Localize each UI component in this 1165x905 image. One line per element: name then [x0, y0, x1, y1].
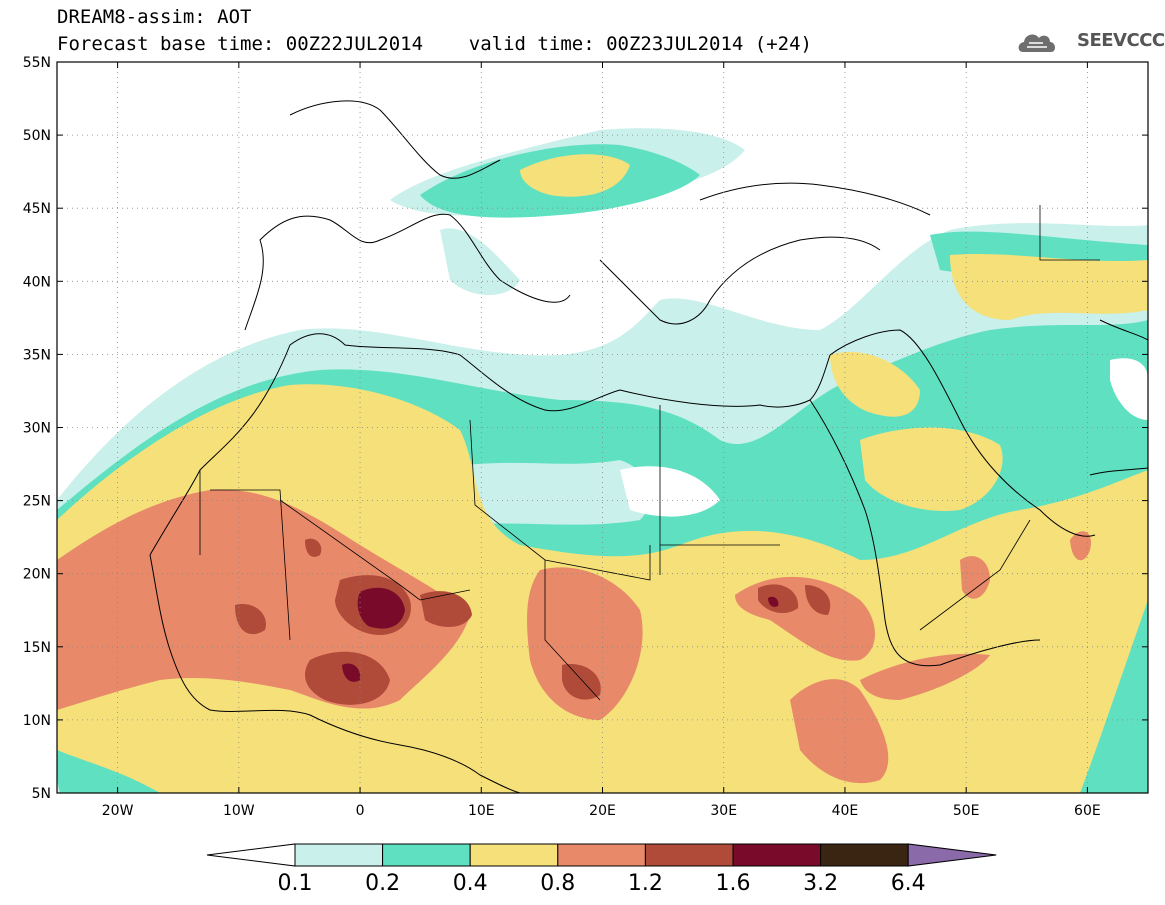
- coastline: [244, 213, 571, 331]
- longitude-tick-label: 0: [356, 803, 365, 819]
- graticule: [57, 62, 1148, 793]
- latitude-tick-label: 15N: [23, 640, 51, 656]
- latitude-tick-label: 55N: [23, 55, 51, 71]
- latitude-tick-label: 5N: [32, 786, 51, 802]
- contour-l3: [950, 253, 1148, 320]
- aot-level-1.6: [342, 587, 779, 682]
- contour-l6: [357, 587, 405, 629]
- colorbar-label: 1.6: [716, 871, 751, 896]
- colorbar-segment: [820, 843, 909, 867]
- contour-l4: [57, 489, 470, 710]
- colorbar-over-arrow: [907, 843, 997, 867]
- latitude-tick-label: 25N: [23, 494, 51, 510]
- colorbar-label: 6.4: [891, 871, 926, 896]
- colorbar-label: 1.2: [628, 871, 663, 896]
- colorbar-segment: [644, 843, 734, 867]
- contour-l4: [527, 567, 643, 720]
- longitude-tick-label: 20W: [102, 803, 134, 819]
- colorbar-segment: [557, 843, 646, 867]
- chart-title: DREAM8-assim: AOT: [57, 6, 252, 28]
- forecast-time-line: Forecast base time: 00Z22JUL2014 valid t…: [57, 33, 812, 55]
- latitude-tick-label: 10N: [23, 713, 51, 729]
- contour-l5: [758, 584, 799, 614]
- colorbar-segment: [732, 843, 822, 867]
- colorbar-label: 0.4: [453, 871, 488, 896]
- colorbar-segment: [469, 843, 559, 867]
- latitude-tick-label: 45N: [23, 201, 51, 217]
- contour-l4: [960, 556, 990, 599]
- latitude-tick-label: 40N: [23, 274, 51, 290]
- colorbar-segment: [382, 843, 471, 867]
- coastline: [1089, 467, 1148, 476]
- contour-l3: [860, 427, 1003, 511]
- coastline: [149, 333, 831, 556]
- aot-colorbar: 0.1 0.2 0.4 0.8 1.2 1.6 3.2 6.4: [206, 843, 997, 896]
- contour-l3: [830, 351, 920, 417]
- longitude-tick-label: 10W: [223, 803, 255, 819]
- latitude-axis: 55N 50N 45N 40N 35N 30N 25N 20N 15N 10N 5N: [23, 55, 1148, 802]
- colorbar-label: 0.1: [278, 871, 313, 896]
- coastline: [699, 182, 931, 216]
- border: [279, 499, 471, 601]
- contour-l5: [235, 604, 266, 635]
- border: [919, 519, 1031, 631]
- contour-l5: [420, 591, 472, 627]
- border: [544, 560, 601, 701]
- longitude-tick-label: 20E: [589, 803, 616, 819]
- contour-l3: [520, 154, 630, 197]
- logo-text: SEEVCCC: [1077, 30, 1165, 51]
- colorbar-segment: [294, 843, 384, 867]
- aot-clear-zones: [438, 296, 1148, 525]
- latitude-tick-label: 35N: [23, 347, 51, 363]
- cloud-logo-icon: [1018, 34, 1056, 52]
- longitude-tick-label: 40E: [832, 803, 859, 819]
- contour-l6: [342, 663, 361, 682]
- coastlines: [149, 100, 1148, 793]
- coastline: [829, 329, 1096, 537]
- longitude-tick-label: 50E: [953, 803, 980, 819]
- latitude-tick-label: 30N: [23, 421, 51, 437]
- border: [1039, 205, 1100, 261]
- longitude-axis: 20W 10W 0 10E 20E 30E 40E 50E 60E: [102, 62, 1101, 819]
- longitude-tick-label: 30E: [710, 803, 737, 819]
- latitude-tick-label: 50N: [23, 128, 51, 144]
- aot-level-0.8: [57, 489, 1091, 784]
- contour-l1: [440, 228, 520, 295]
- contour-l4: [860, 653, 990, 700]
- colorbar-label: 0.2: [365, 871, 400, 896]
- border: [659, 405, 780, 575]
- coastline: [289, 100, 501, 179]
- coastline: [1099, 319, 1148, 341]
- coastline: [149, 554, 521, 793]
- contour-l4: [790, 679, 889, 784]
- country-borders: [199, 205, 1100, 701]
- colorbar-label: 0.8: [540, 871, 575, 896]
- contour-l4: [1070, 531, 1091, 561]
- border: [199, 470, 291, 641]
- contour-l6: [768, 596, 779, 607]
- coastline: [809, 399, 1041, 667]
- longitude-tick-label: 60E: [1074, 803, 1101, 819]
- colorbar-under-arrow: [206, 843, 296, 867]
- latitude-tick-label: 20N: [23, 567, 51, 583]
- contour-l5: [305, 538, 322, 557]
- contour-l5: [805, 585, 831, 615]
- coastline: [599, 236, 881, 325]
- longitude-tick-label: 10E: [468, 803, 495, 819]
- colorbar-label: 3.2: [803, 871, 838, 896]
